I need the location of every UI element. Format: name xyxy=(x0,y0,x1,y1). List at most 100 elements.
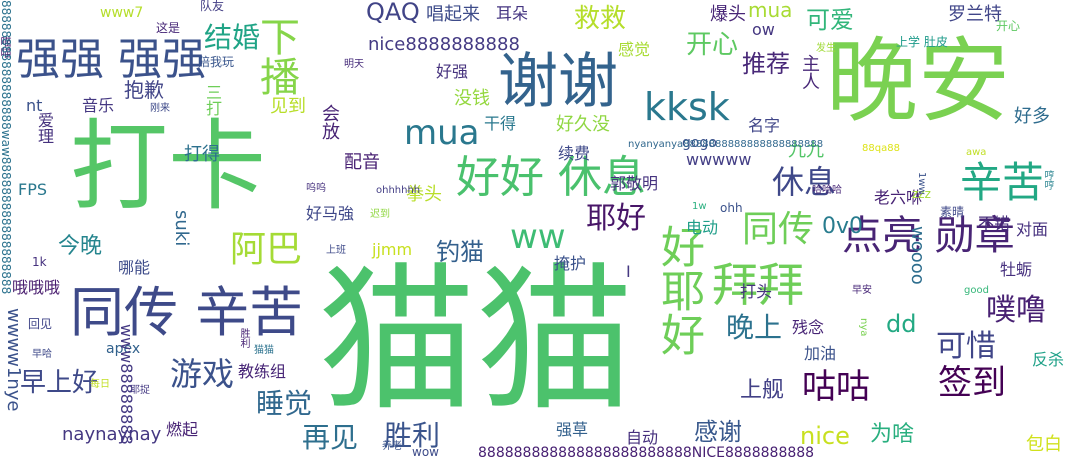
cloud-word: zzz xyxy=(912,187,931,201)
cloud-word: QAQ xyxy=(366,0,420,26)
cloud-word: 会放 xyxy=(319,104,340,140)
cloud-word: ww xyxy=(510,217,566,257)
cloud-word: 耶好 xyxy=(586,201,646,236)
cloud-word: 再见 xyxy=(302,421,359,454)
cloud-word: nice xyxy=(800,422,850,450)
cloud-word: 配音 xyxy=(344,152,380,173)
cloud-word: 88qa88 xyxy=(862,143,900,154)
cloud-word: 0v0 xyxy=(822,214,864,239)
cloud-word: 呜呜 xyxy=(306,183,326,194)
cloud-word: 为啥 xyxy=(870,422,915,447)
cloud-word: 下播 xyxy=(253,16,299,96)
cloud-word: 晚上 xyxy=(726,311,783,344)
cloud-word: FPS xyxy=(18,180,48,199)
cloud-word: 游戏 xyxy=(170,355,235,393)
cloud-word: 队友 xyxy=(200,0,225,13)
cloud-word: 咕咕 xyxy=(802,367,870,407)
cloud-word: 明天 xyxy=(344,59,364,70)
cloud-word: 养老 xyxy=(382,441,402,452)
cloud-word: 谢谢 xyxy=(498,47,618,117)
cloud-word: 阿巴 xyxy=(230,229,303,270)
cloud-word: 包白 xyxy=(1026,434,1062,455)
cloud-word: 郭敬明 xyxy=(610,174,659,193)
cloud-word: 加油 xyxy=(804,344,837,363)
cloud-word: wwww1nye xyxy=(3,308,24,412)
cloud-word: 晚安 xyxy=(826,28,1011,135)
cloud-word: 打卡 xyxy=(70,110,267,224)
cloud-word: mua xyxy=(404,113,480,153)
cloud-word: 唱起来 xyxy=(426,4,480,25)
cloud-word: 同传 辛苦 xyxy=(70,281,304,344)
cloud-word: jjmm xyxy=(372,240,413,259)
cloud-word: nyanyanya8888888888888888888888 xyxy=(628,139,824,150)
cloud-word: 强强 强强 xyxy=(16,34,206,85)
cloud-word: 名字 xyxy=(748,116,781,135)
cloud-word: 888888888888888888888888NICE8888888888 xyxy=(478,445,815,461)
cloud-word: 自动 xyxy=(626,428,659,447)
cloud-word: 耶捉 xyxy=(130,385,150,396)
cloud-word: 早安 xyxy=(852,285,872,296)
cloud-word: awa xyxy=(966,147,987,158)
cloud-word: ohhhhhh xyxy=(376,185,421,196)
cloud-word: 辛苦 xyxy=(960,158,1045,207)
cloud-word: 罗兰特 xyxy=(948,4,1002,25)
cloud-word: 噗噜 xyxy=(986,293,1046,328)
cloud-word: 睡觉 xyxy=(256,387,313,420)
cloud-word: 对面 xyxy=(1016,220,1049,239)
cloud-word: 胜利 xyxy=(384,419,441,452)
cloud-word: 每日 xyxy=(90,379,110,390)
cloud-word: 1k xyxy=(32,255,47,269)
cloud-word: 上学 肚皮 xyxy=(896,35,948,49)
cloud-word: 见到 xyxy=(270,96,306,117)
cloud-word: 结婚 xyxy=(204,21,261,54)
cloud-word: 残念 xyxy=(792,318,825,337)
cloud-word: 胜利 xyxy=(238,328,249,348)
cloud-word: 好耶好 xyxy=(653,224,704,356)
cloud-word: good xyxy=(964,285,989,296)
cloud-word: 没钱 xyxy=(454,88,490,109)
cloud-word: 1w xyxy=(692,201,707,212)
cloud-word: 哪能 xyxy=(118,258,151,277)
cloud-word: 刚来 xyxy=(150,103,170,114)
cloud-word: 1ww xyxy=(916,172,927,195)
cloud-word: I xyxy=(626,262,631,281)
cloud-word: 这是 xyxy=(156,21,181,35)
cloud-word: 电动 xyxy=(686,218,719,237)
cloud-word: 发生 xyxy=(816,43,836,54)
cloud-word: 素晴 xyxy=(940,205,965,219)
cloud-word: 哼哼 xyxy=(1042,170,1053,190)
cloud-word: nya xyxy=(858,318,869,337)
cloud-word: kksk xyxy=(644,85,730,129)
cloud-word: 上舰 xyxy=(740,378,785,403)
cloud-word: 救救 xyxy=(574,4,627,34)
cloud-word: 掩护 xyxy=(554,254,587,273)
cloud-word: 哦哦哦 xyxy=(12,278,61,297)
cloud-word: 九九 xyxy=(788,140,824,161)
cloud-word: dd xyxy=(886,310,917,338)
cloud-word: 三打 xyxy=(203,84,222,116)
cloud-word: suki xyxy=(171,210,192,247)
cloud-word: 老六咻 xyxy=(874,188,923,207)
cloud-word: 今晚 xyxy=(58,234,103,259)
cloud-word: 迟到 xyxy=(370,209,390,220)
cloud-word: www7 xyxy=(100,5,144,21)
cloud-word: 爱理 xyxy=(35,112,54,144)
cloud-word: 陪我玩 xyxy=(198,55,235,69)
cloud-word: 88888888888888888waw888888888888888888 xyxy=(0,0,13,295)
cloud-word: 干得 xyxy=(484,114,517,133)
cloud-word: 签到 xyxy=(938,363,1006,403)
cloud-word: 好久没 xyxy=(556,114,610,135)
cloud-word: 打得 xyxy=(184,144,220,165)
cloud-word: wwwww xyxy=(686,150,752,169)
cloud-word: 点亮 勋章 xyxy=(842,213,1015,259)
cloud-word: 推荐 xyxy=(742,50,790,78)
cloud-word: 早哈 xyxy=(32,349,52,360)
cloud-word: 拜拜 xyxy=(712,258,804,312)
cloud-word: 耳朵 xyxy=(496,4,529,23)
cloud-word: 好多 xyxy=(1014,106,1050,127)
cloud-word: 拳头 xyxy=(406,184,442,205)
cloud-word: apex xyxy=(106,341,141,357)
cloud-word: 休息 xyxy=(772,163,837,201)
cloud-word: 好好 休息 xyxy=(456,152,646,203)
